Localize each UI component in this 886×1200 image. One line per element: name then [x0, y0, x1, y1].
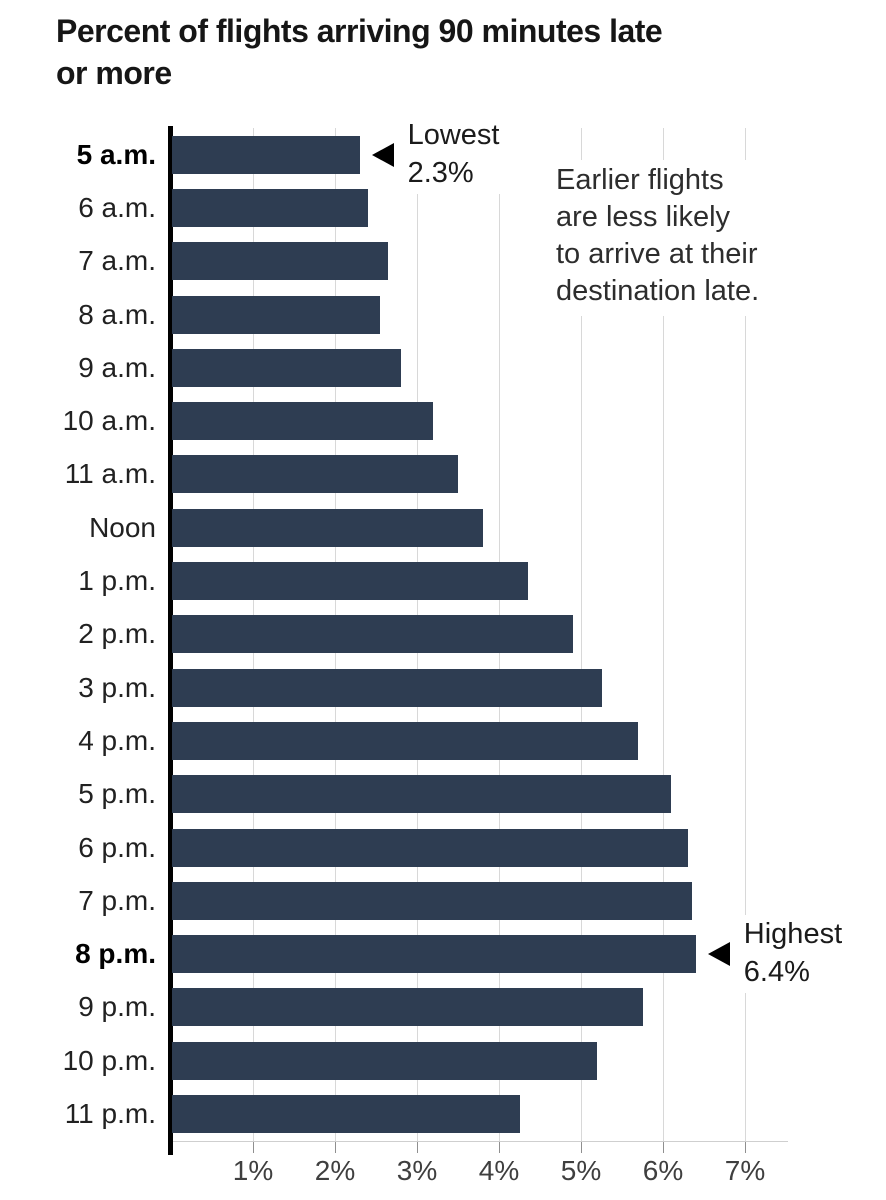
lowest-annotation-line-2: 2.3%	[407, 156, 474, 189]
y-axis-label: 6 a.m.	[78, 191, 156, 223]
y-axis-label: 5 p.m.	[78, 778, 156, 810]
chart-note: Earlier flights are less likely to arrive …	[552, 160, 772, 316]
x-axis-label: 4%	[478, 1154, 520, 1186]
chart-note-line-4: destination late.	[556, 275, 760, 307]
bar	[172, 135, 360, 174]
highest-annotation: Highest 6.4%	[741, 915, 851, 994]
x-axis-tick	[663, 1140, 664, 1153]
y-axis-label: 9 a.m.	[78, 351, 156, 383]
x-axis-label: 3%	[396, 1154, 438, 1186]
x-axis-label: 7%	[724, 1154, 766, 1186]
y-axis-label: 9 p.m.	[78, 991, 156, 1023]
y-axis-label: 8 p.m.	[75, 938, 156, 970]
y-axis-label: 8 a.m.	[78, 298, 156, 330]
x-axis-label: 2%	[314, 1154, 356, 1186]
lowest-annotation-line-1: Lowest	[407, 118, 500, 151]
bar	[172, 721, 639, 760]
y-axis-label: 4 p.m.	[78, 724, 156, 756]
y-axis-label: 3 p.m.	[78, 671, 156, 703]
x-axis-line	[171, 1140, 788, 1142]
y-axis-label: 11 a.m.	[64, 458, 156, 490]
bar	[172, 455, 458, 494]
y-axis-label: Noon	[89, 511, 156, 543]
bar	[172, 295, 381, 334]
bar	[172, 828, 688, 867]
bar	[172, 881, 692, 920]
y-axis-label: 2 p.m.	[78, 618, 156, 650]
bar	[172, 988, 643, 1027]
bar	[172, 348, 401, 387]
bar	[172, 188, 368, 227]
y-axis-line	[168, 126, 173, 1155]
bar	[172, 562, 528, 601]
y-axis-label: 6 p.m.	[78, 831, 156, 863]
y-axis-label: 10 p.m.	[62, 1044, 156, 1076]
x-axis-tick	[335, 1140, 336, 1153]
bar	[172, 508, 483, 547]
bar	[172, 1041, 598, 1080]
y-axis-label: 7 a.m.	[78, 245, 156, 277]
y-axis-label: 11 p.m.	[64, 1098, 156, 1130]
chart-title-line-2: or more	[56, 55, 172, 91]
chart-title: Percent of flights arriving 90 minutes l…	[56, 10, 663, 94]
bar	[172, 1095, 520, 1134]
x-axis-label: 6%	[642, 1154, 684, 1186]
x-axis-tick	[417, 1140, 418, 1153]
y-axis-label: 5 a.m.	[76, 138, 156, 170]
bar	[172, 668, 602, 707]
x-axis-tick	[745, 1140, 746, 1153]
highest-annotation-line-1: Highest	[743, 918, 843, 951]
y-axis-label: 1 p.m.	[78, 565, 156, 597]
gridline	[745, 128, 746, 1141]
chart-title-line-1: Percent of flights arriving 90 minutes l…	[56, 13, 663, 49]
gridline	[581, 128, 582, 1141]
bar	[172, 935, 696, 974]
lowest-arrow-icon	[371, 142, 394, 167]
x-axis-label: 5%	[560, 1154, 602, 1186]
chart-note-line-1: Earlier flights	[556, 164, 724, 196]
highest-annotation-line-2: 6.4%	[743, 956, 810, 989]
bar	[172, 615, 573, 654]
x-axis-tick	[581, 1140, 582, 1153]
chart-note-line-2: are less likely	[556, 201, 731, 233]
bar	[172, 402, 434, 441]
chart-note-line-3: to arrive at their	[556, 238, 758, 270]
bar	[172, 775, 672, 814]
gridline	[663, 128, 664, 1141]
bar	[172, 242, 389, 281]
y-axis-label: 10 a.m.	[62, 405, 156, 437]
x-axis-tick	[253, 1140, 254, 1153]
y-axis-label: 7 p.m.	[78, 884, 156, 916]
x-axis-tick	[499, 1140, 500, 1153]
x-axis-label: 1%	[232, 1154, 274, 1186]
lowest-annotation: Lowest 2.3%	[405, 115, 508, 194]
highest-arrow-icon	[707, 942, 730, 967]
